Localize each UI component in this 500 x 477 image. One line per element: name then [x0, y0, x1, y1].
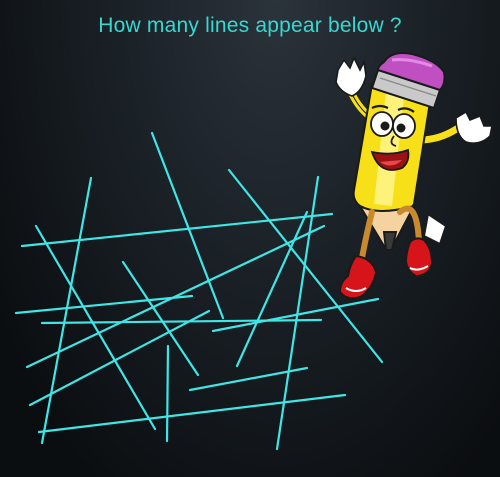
puzzle-line: [28, 309, 211, 407]
puzzle-line: [188, 366, 309, 392]
puzzle-line: [34, 224, 157, 431]
puzzle-line: [235, 210, 309, 368]
right-arm: [416, 110, 493, 144]
puzzle-line: [25, 224, 326, 369]
puzzle-line: [211, 297, 380, 333]
puzzle-question: How many lines appear below ?: [98, 14, 402, 37]
puzzle-line: [121, 260, 200, 377]
pencil-face: [370, 104, 416, 171]
puzzle-line: [20, 212, 334, 248]
puzzle-line: [40, 318, 323, 325]
puzzle-line: [37, 393, 347, 434]
left-shoe: [338, 254, 378, 300]
puzzle-line: [150, 131, 225, 320]
puzzle-line: [40, 176, 93, 445]
puzzle-line: [275, 175, 320, 451]
pencil-shoes: [338, 212, 448, 300]
puzzle-line: [14, 294, 194, 315]
left-arm: [335, 56, 376, 122]
puzzle-line: [165, 344, 170, 443]
